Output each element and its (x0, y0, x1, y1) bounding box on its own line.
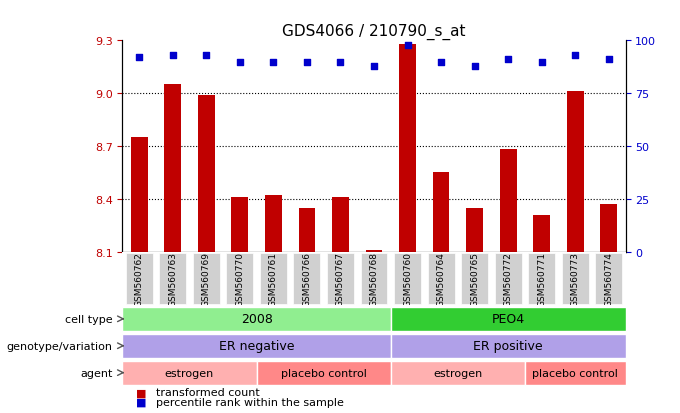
Point (301, 59, 312, 66)
FancyBboxPatch shape (391, 334, 626, 358)
Text: placebo control: placebo control (532, 368, 618, 378)
Text: GSM560767: GSM560767 (336, 252, 345, 306)
FancyBboxPatch shape (360, 253, 388, 304)
Bar (567, 92, 583, 252)
FancyBboxPatch shape (596, 253, 622, 304)
Point (167, 53, 178, 59)
Point (268, 59, 279, 66)
Text: GSM560762: GSM560762 (135, 252, 143, 306)
FancyBboxPatch shape (461, 253, 488, 304)
FancyBboxPatch shape (391, 361, 525, 385)
Point (134, 55, 145, 62)
Point (537, 59, 547, 66)
FancyBboxPatch shape (193, 253, 220, 304)
Text: transformed count: transformed count (156, 387, 260, 397)
Bar (399, 45, 416, 252)
FancyBboxPatch shape (528, 253, 555, 304)
FancyBboxPatch shape (294, 253, 320, 304)
Text: GSM560763: GSM560763 (168, 252, 177, 306)
Text: ■: ■ (136, 387, 146, 397)
Title: GDS4066 / 210790_s_at: GDS4066 / 210790_s_at (282, 24, 466, 40)
Bar (265, 196, 282, 252)
Text: placebo control: placebo control (281, 368, 367, 378)
FancyBboxPatch shape (428, 253, 454, 304)
Point (436, 59, 447, 66)
Bar (432, 173, 449, 252)
Text: percentile rank within the sample: percentile rank within the sample (156, 397, 344, 407)
FancyBboxPatch shape (256, 361, 391, 385)
FancyBboxPatch shape (562, 253, 589, 304)
Bar (332, 197, 349, 252)
Bar (366, 250, 382, 252)
Text: GSM560768: GSM560768 (369, 252, 379, 306)
FancyBboxPatch shape (159, 253, 186, 304)
FancyBboxPatch shape (394, 253, 421, 304)
Bar (131, 138, 148, 252)
Text: ■: ■ (136, 397, 146, 407)
Text: cell type: cell type (65, 314, 112, 324)
Text: GSM560761: GSM560761 (269, 252, 278, 306)
Point (369, 63, 379, 70)
Text: estrogen: estrogen (165, 368, 214, 378)
Text: GSM560773: GSM560773 (571, 252, 580, 306)
Bar (299, 208, 316, 252)
Bar (231, 197, 248, 252)
Text: agent: agent (80, 368, 112, 378)
Text: GSM560765: GSM560765 (470, 252, 479, 306)
FancyBboxPatch shape (495, 253, 522, 304)
Bar (500, 150, 517, 252)
Point (570, 53, 581, 59)
Text: GSM560774: GSM560774 (605, 252, 613, 306)
Text: GSM560766: GSM560766 (303, 252, 311, 306)
Bar (600, 204, 617, 252)
Text: GSM560771: GSM560771 (537, 252, 546, 306)
Text: PEO4: PEO4 (492, 313, 525, 325)
FancyBboxPatch shape (260, 253, 287, 304)
FancyBboxPatch shape (122, 334, 391, 358)
Text: ER positive: ER positive (473, 339, 543, 352)
Text: GSM560760: GSM560760 (403, 252, 412, 306)
Text: GSM560772: GSM560772 (504, 252, 513, 306)
Text: GSM560769: GSM560769 (202, 252, 211, 306)
FancyBboxPatch shape (126, 253, 152, 304)
Point (603, 57, 614, 64)
Text: 2008: 2008 (241, 313, 273, 325)
Text: GSM560764: GSM560764 (437, 252, 445, 306)
Bar (466, 208, 483, 252)
Point (503, 57, 513, 64)
FancyBboxPatch shape (525, 361, 626, 385)
Text: genotype/variation: genotype/variation (6, 341, 112, 351)
Point (235, 59, 245, 66)
Text: GSM560770: GSM560770 (235, 252, 244, 306)
Bar (533, 215, 550, 252)
Text: ER negative: ER negative (219, 339, 294, 352)
FancyBboxPatch shape (122, 361, 256, 385)
Point (469, 63, 480, 70)
Text: estrogen: estrogen (433, 368, 483, 378)
Point (335, 59, 346, 66)
Point (402, 42, 413, 49)
FancyBboxPatch shape (122, 307, 391, 331)
FancyBboxPatch shape (226, 253, 253, 304)
Point (201, 53, 211, 59)
FancyBboxPatch shape (391, 307, 626, 331)
FancyBboxPatch shape (327, 253, 354, 304)
Bar (165, 85, 181, 252)
Bar (198, 96, 215, 252)
